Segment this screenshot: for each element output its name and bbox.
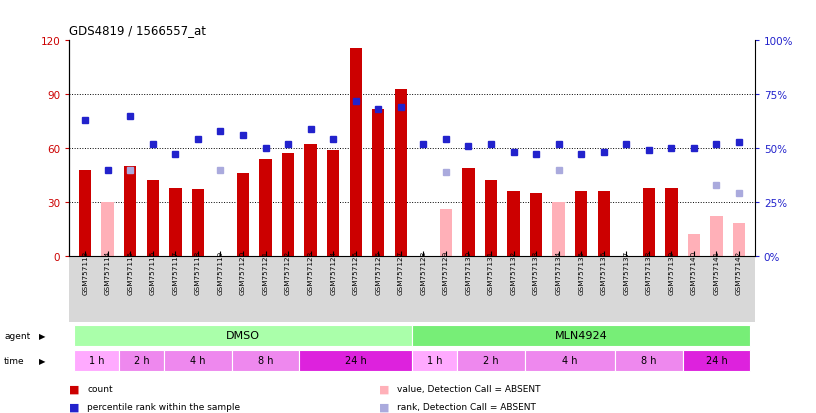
Bar <box>457 350 525 371</box>
Bar <box>124 166 136 256</box>
Bar <box>74 325 412 346</box>
Bar <box>282 154 295 256</box>
Text: MLN4924: MLN4924 <box>555 330 608 341</box>
Bar <box>485 181 497 256</box>
Bar <box>615 350 683 371</box>
Bar <box>412 325 750 346</box>
Bar <box>237 174 249 256</box>
Bar <box>552 202 565 256</box>
Bar <box>395 90 407 256</box>
Text: 1 h: 1 h <box>427 355 442 366</box>
Text: ■: ■ <box>69 402 80 412</box>
Bar <box>259 159 272 256</box>
Bar <box>164 350 232 371</box>
Text: ▶: ▶ <box>39 331 46 340</box>
Text: 24 h: 24 h <box>706 355 727 366</box>
Bar <box>710 217 723 256</box>
Text: agent: agent <box>4 331 30 340</box>
Bar <box>688 235 700 256</box>
Bar <box>74 350 119 371</box>
Bar <box>665 188 677 256</box>
Text: ■: ■ <box>379 383 390 393</box>
Bar <box>232 350 299 371</box>
Bar <box>299 350 412 371</box>
Text: 24 h: 24 h <box>345 355 366 366</box>
Text: 2 h: 2 h <box>483 355 499 366</box>
Text: 2 h: 2 h <box>134 355 149 366</box>
Text: 1 h: 1 h <box>89 355 104 366</box>
Bar <box>530 193 543 256</box>
Bar <box>508 192 520 256</box>
Bar <box>643 188 655 256</box>
Text: value, Detection Call = ABSENT: value, Detection Call = ABSENT <box>397 384 541 393</box>
Text: GDS4819 / 1566557_at: GDS4819 / 1566557_at <box>69 24 206 37</box>
Text: 8 h: 8 h <box>641 355 657 366</box>
Bar <box>169 188 181 256</box>
Bar <box>349 48 362 256</box>
Text: ■: ■ <box>379 402 390 412</box>
Bar <box>79 170 91 256</box>
Bar <box>575 192 588 256</box>
Text: 4 h: 4 h <box>190 355 206 366</box>
Bar <box>327 150 339 256</box>
Bar <box>304 145 317 256</box>
Bar <box>462 169 475 256</box>
Text: ▶: ▶ <box>39 356 46 365</box>
Text: rank, Detection Call = ABSENT: rank, Detection Call = ABSENT <box>397 402 536 411</box>
Bar <box>525 350 615 371</box>
Bar <box>412 350 457 371</box>
Bar <box>147 181 159 256</box>
Bar <box>733 224 745 256</box>
Bar <box>192 190 204 256</box>
Text: 4 h: 4 h <box>562 355 578 366</box>
Bar <box>101 202 114 256</box>
Bar <box>440 209 452 256</box>
Bar <box>597 192 610 256</box>
Text: 8 h: 8 h <box>258 355 273 366</box>
Text: ■: ■ <box>69 383 80 393</box>
Text: percentile rank within the sample: percentile rank within the sample <box>87 402 241 411</box>
Bar <box>372 109 384 256</box>
Text: DMSO: DMSO <box>226 330 260 341</box>
Text: count: count <box>87 384 113 393</box>
Text: time: time <box>4 356 24 365</box>
Bar <box>119 350 164 371</box>
Bar <box>683 350 750 371</box>
